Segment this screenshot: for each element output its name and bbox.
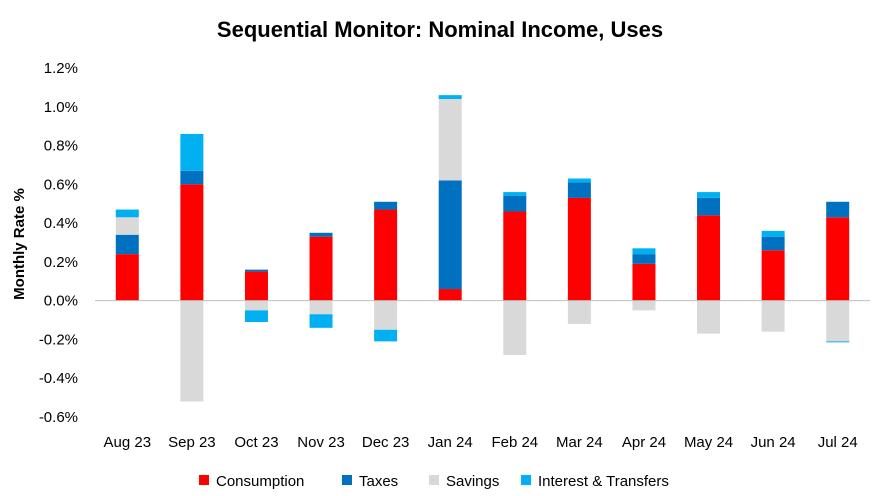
bar-segment-interest-transfers	[244, 310, 268, 322]
y-tick-label: 0.8%	[44, 138, 78, 155]
bar-segment-consumption	[115, 254, 139, 301]
x-tick-label: May 24	[684, 434, 733, 451]
bar-segment-taxes	[761, 236, 785, 251]
y-tick-label: 0.4%	[44, 215, 78, 232]
legend-swatch	[199, 475, 209, 485]
x-tick-label: Dec 23	[362, 434, 410, 451]
legend-label: Interest & Transfers	[538, 473, 669, 490]
x-tick-label: Apr 24	[622, 434, 666, 451]
x-tick-label: Feb 24	[491, 434, 538, 451]
legend-label: Savings	[446, 473, 499, 490]
bar-segment-savings	[761, 300, 785, 332]
bar-segment-taxes	[632, 254, 656, 264]
bar-segment-savings	[697, 300, 721, 334]
bar-segment-taxes	[115, 234, 139, 255]
bar-segment-consumption	[567, 197, 591, 301]
bar-segment-interest-transfers	[697, 192, 721, 198]
x-tick-label: Nov 23	[297, 434, 345, 451]
bar-segment-savings	[244, 300, 268, 311]
x-tick-label: Jun 24	[751, 434, 796, 451]
bar-segment-savings	[826, 300, 850, 342]
bar-segment-savings	[115, 217, 139, 235]
y-tick-label: 0.2%	[44, 254, 78, 271]
bar-segment-taxes	[244, 269, 268, 272]
bar-segment-taxes	[180, 170, 204, 185]
bar-segment-savings	[503, 300, 527, 355]
x-tick-label: Oct 23	[234, 434, 278, 451]
y-tick-label: 0.6%	[44, 176, 78, 193]
bar-segment-consumption	[180, 184, 204, 301]
bar-segment-interest-transfers	[115, 209, 139, 218]
x-tick-label: Aug 23	[104, 434, 152, 451]
legend-label: Consumption	[216, 473, 304, 490]
bar-segment-savings	[309, 300, 333, 315]
bar-segment-interest-transfers	[826, 341, 850, 343]
bar-segment-savings	[438, 99, 462, 181]
legend-swatch	[429, 475, 439, 485]
y-axis-ticks: -0.6% -0.4% -0.2% 0.0% 0.2% 0.4% 0.6% 0.8% 1.0% 1…	[39, 60, 78, 426]
y-tick-label: -0.4%	[39, 370, 78, 387]
bar-segment-consumption	[374, 209, 398, 301]
y-axis-label: Monthly Rate %	[11, 188, 28, 300]
bar-segment-interest-transfers	[180, 133, 204, 171]
bar-segment-taxes	[309, 232, 333, 237]
bar-segment-consumption	[826, 217, 850, 301]
bar-segment-consumption	[438, 289, 462, 301]
y-tick-label: -0.6%	[39, 409, 78, 426]
bar-segment-interest-transfers	[374, 329, 398, 342]
chart-title: Sequential Monitor: Nominal Income, Uses	[217, 17, 663, 42]
bar-segment-interest-transfers	[632, 248, 656, 255]
bar-segment-interest-transfers	[567, 178, 591, 183]
bar-segment-interest-transfers	[761, 230, 785, 237]
bar-segment-savings	[374, 300, 398, 330]
bar-segment-consumption	[697, 215, 721, 301]
x-axis-ticks: Aug 23 Sep 23 Oct 23 Nov 23 Dec 23 Jan 24 Feb …	[104, 434, 858, 451]
legend-swatch	[521, 475, 531, 485]
bar-segment-taxes	[374, 201, 398, 210]
bar-segment-taxes	[826, 201, 850, 218]
bar-segment-consumption	[632, 263, 656, 301]
legend: Consumption Taxes Savings Interest & Transf…	[199, 473, 669, 490]
bar-segment-interest-transfers	[309, 314, 333, 328]
bar-segment-savings	[632, 300, 656, 311]
bar-segment-consumption	[761, 250, 785, 301]
bar-segment-consumption	[503, 211, 527, 301]
y-tick-label: 0.0%	[44, 293, 78, 310]
y-tick-label: 1.0%	[44, 99, 78, 116]
x-tick-label: Jan 24	[428, 434, 473, 451]
bar-segment-taxes	[697, 197, 721, 216]
bars	[115, 95, 850, 402]
y-tick-label: 1.2%	[44, 60, 78, 77]
bar-segment-savings	[567, 300, 591, 324]
x-tick-label: Jul 24	[818, 434, 858, 451]
legend-swatch	[342, 475, 352, 485]
legend-label: Taxes	[359, 473, 398, 490]
x-tick-label: Mar 24	[556, 434, 603, 451]
bar-segment-taxes	[567, 182, 591, 198]
bar-segment-taxes	[503, 195, 527, 212]
y-tick-label: -0.2%	[39, 331, 78, 348]
bar-segment-consumption	[244, 271, 268, 301]
bar-segment-savings	[180, 300, 204, 402]
bar-segment-taxes	[438, 180, 462, 290]
bar-segment-consumption	[309, 236, 333, 301]
x-tick-label: Sep 23	[168, 434, 216, 451]
bar-segment-interest-transfers	[438, 95, 462, 100]
bar-segment-interest-transfers	[503, 192, 527, 196]
